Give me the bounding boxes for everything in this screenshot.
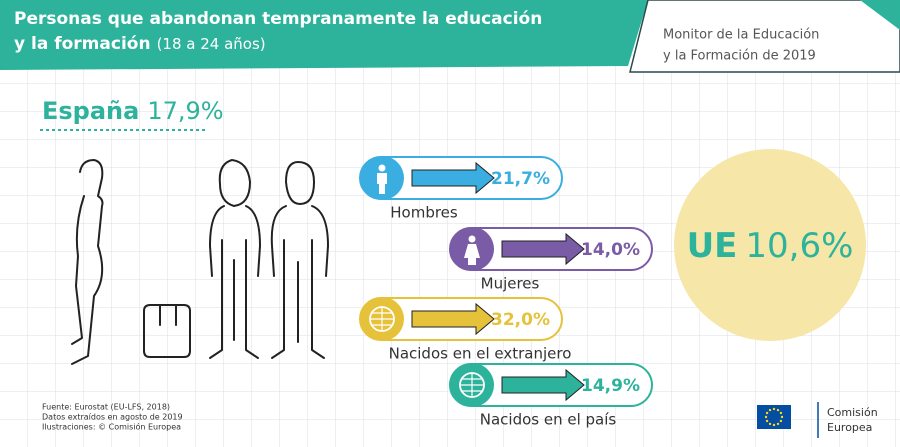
item-label: Nacidos en el país [480,411,617,429]
arrow [411,161,495,195]
star [779,419,783,423]
star [776,422,780,426]
spain-headline: España 17,9% [42,97,224,125]
icon-body [464,244,480,265]
extracted: Datos extraídos en agosto de 2019 [42,413,183,422]
star [768,408,772,412]
icon-globe-lines [370,307,394,331]
title-main: y la formación [14,34,151,54]
figures [71,159,329,365]
illustrations: Ilustraciones: © Comisión Europea [42,422,181,432]
header-corner [860,0,900,30]
icon-body [377,173,387,194]
item-label: Hombres [390,204,458,222]
item-label: Nacidos en el extranjero [389,345,572,363]
eu-headline: UE 10,6% [687,226,854,266]
star [772,407,776,411]
arrow [411,302,495,336]
star [772,423,776,427]
eu-value: 10,6% [745,226,853,266]
arrow [501,232,585,266]
title: Personas que abandonan tempranamente la … [14,9,542,29]
star [765,419,769,423]
arrow [501,368,585,402]
title-line2: y la formación (18 a 24 años) [14,34,266,54]
subtitle: (18 a 24 años) [157,35,266,53]
spain-value: 17,9% [147,97,223,125]
icon-head [468,235,476,243]
star [764,415,768,419]
item-value: 14,0% [581,240,640,260]
logo-text: Europea [827,421,872,434]
publication: Monitor de la Educación [663,28,819,43]
star [768,422,772,426]
item-label: Mujeres [481,275,540,293]
item-value: 21,7% [491,169,550,189]
icon-head [378,164,386,172]
header-band [0,0,648,70]
publication: y la Formación de 2019 [663,49,816,64]
eu-circle [674,149,866,341]
spain-label: España [42,97,139,125]
eu-label: UE [687,226,738,266]
source: Fuente: Eurostat (EU-LFS, 2018) [42,403,170,412]
logo-text: Comisión [827,406,878,419]
star [779,411,783,415]
flag-stars [764,407,784,427]
star [780,415,784,419]
header-box [629,0,900,73]
star [776,408,780,412]
item-value: 32,0% [491,310,550,330]
icon-globe-lines [460,373,484,397]
item-value: 14,9% [581,376,640,396]
star [765,411,769,415]
